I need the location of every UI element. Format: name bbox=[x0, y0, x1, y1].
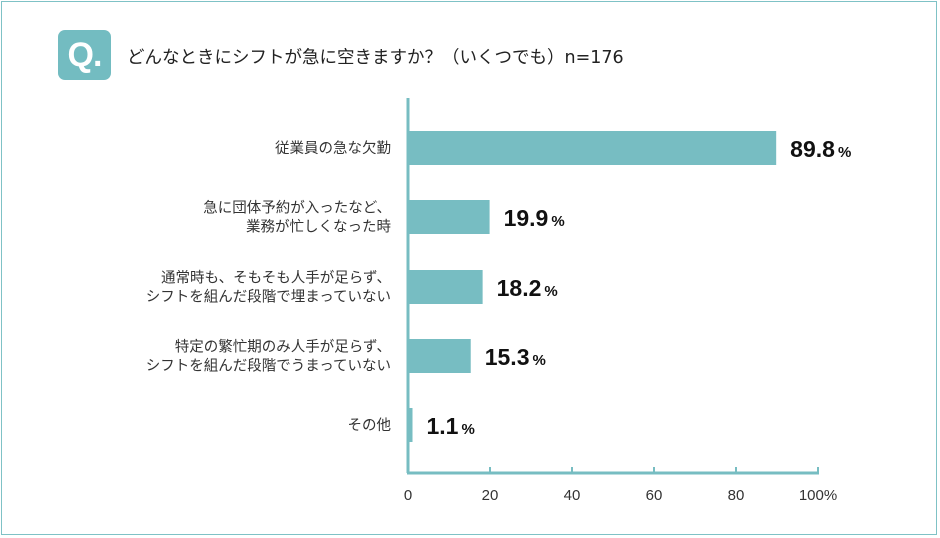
data-label-unit: % bbox=[461, 421, 474, 438]
bar bbox=[409, 339, 471, 373]
bar bbox=[409, 131, 777, 165]
category-label: 特定の繁忙期のみ人手が足らず、 bbox=[175, 339, 391, 356]
category-label: 急に団体予約が入ったなど、 bbox=[203, 200, 391, 217]
bar bbox=[409, 200, 490, 234]
bar bbox=[409, 270, 483, 304]
data-label-unit: % bbox=[838, 144, 851, 161]
category-label: その他 bbox=[348, 417, 392, 434]
data-label: 89.8 bbox=[790, 136, 835, 162]
data-label: 19.9 bbox=[504, 205, 549, 231]
x-tick-label: 80 bbox=[728, 487, 745, 504]
question-title: どんなときにシフトが急に空きますか？（いくつでも）n=176 bbox=[127, 48, 624, 68]
x-tick-label: 40 bbox=[564, 487, 581, 504]
x-tick-label: 60 bbox=[646, 487, 663, 504]
data-label-unit: % bbox=[551, 213, 564, 230]
category-label: シフトを組んだ段階でうまっていない bbox=[146, 358, 391, 375]
question-badge: Q. bbox=[58, 30, 111, 80]
category-label: シフトを組んだ段階で埋まっていない bbox=[146, 289, 391, 306]
data-label: 15.3 bbox=[485, 344, 530, 370]
data-label-unit: % bbox=[544, 283, 557, 300]
data-label: 1.1 bbox=[427, 413, 459, 439]
category-label: 通常時も、そもそも人手が足らず、 bbox=[161, 270, 391, 287]
x-tick-label: 0 bbox=[404, 487, 412, 504]
category-label: 従業員の急な欠勤 bbox=[275, 140, 391, 157]
category-label: 業務が忙しくなった時 bbox=[246, 219, 391, 236]
bar bbox=[409, 408, 413, 442]
x-tick-label: 20 bbox=[482, 487, 499, 504]
data-label-unit: % bbox=[532, 352, 545, 369]
x-tick-label: 100% bbox=[799, 487, 837, 504]
data-label: 18.2 bbox=[497, 275, 542, 301]
